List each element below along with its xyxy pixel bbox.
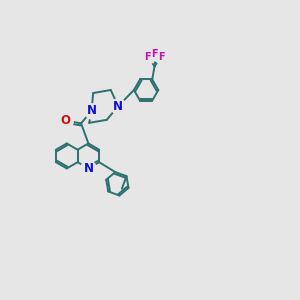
Text: F: F: [144, 52, 151, 61]
Text: N: N: [83, 162, 93, 175]
Text: N: N: [113, 100, 123, 112]
Text: F: F: [158, 52, 165, 61]
Text: F: F: [151, 50, 158, 59]
Text: N: N: [87, 104, 97, 117]
Text: O: O: [60, 114, 70, 127]
